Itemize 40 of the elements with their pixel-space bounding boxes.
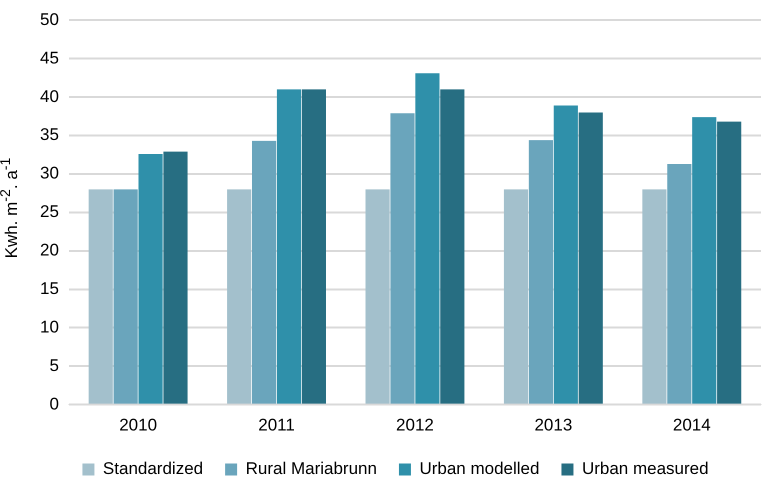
y-tick-label: 25 (40, 202, 59, 222)
y-tick-label: 10 (40, 317, 59, 336)
bar (578, 112, 603, 404)
y-tick-label: 30 (40, 164, 59, 183)
bar (390, 113, 415, 404)
bar (227, 189, 252, 404)
y-tick-label: 35 (40, 125, 59, 144)
bar (138, 154, 163, 404)
bar (163, 152, 188, 404)
legend-label: Urban modelled (419, 459, 540, 478)
y-tick-label: 50 (40, 10, 59, 29)
y-tick-label: 5 (49, 356, 59, 375)
bar (642, 189, 666, 404)
legend-label: Rural Mariabrunn (246, 459, 377, 478)
bar (504, 189, 528, 404)
bar (528, 140, 553, 404)
x-tick-label: 2012 (396, 415, 434, 434)
y-tick-label: 15 (40, 278, 59, 298)
bar (692, 117, 716, 404)
x-tick-label: 2013 (534, 415, 572, 434)
legend-label: Standardized (102, 459, 204, 478)
y-tick-label: 40 (40, 86, 59, 106)
bar (717, 122, 742, 404)
y-tick-label: 45 (40, 48, 59, 68)
bar (114, 189, 138, 404)
x-tick-label: 2010 (119, 415, 158, 434)
bar (88, 189, 113, 404)
y-tick-label: 20 (40, 240, 59, 260)
x-tick-label: 2011 (258, 415, 295, 434)
bar (252, 140, 276, 404)
bar (302, 89, 326, 404)
bar (667, 164, 692, 404)
x-tick-label: 2014 (672, 415, 711, 434)
bar (440, 89, 464, 404)
y-tick-label: 0 (49, 394, 59, 414)
bar (366, 189, 390, 404)
bar (276, 89, 302, 404)
legend-label: Urban measured (582, 459, 709, 478)
bar (415, 73, 440, 404)
bar (554, 106, 578, 404)
